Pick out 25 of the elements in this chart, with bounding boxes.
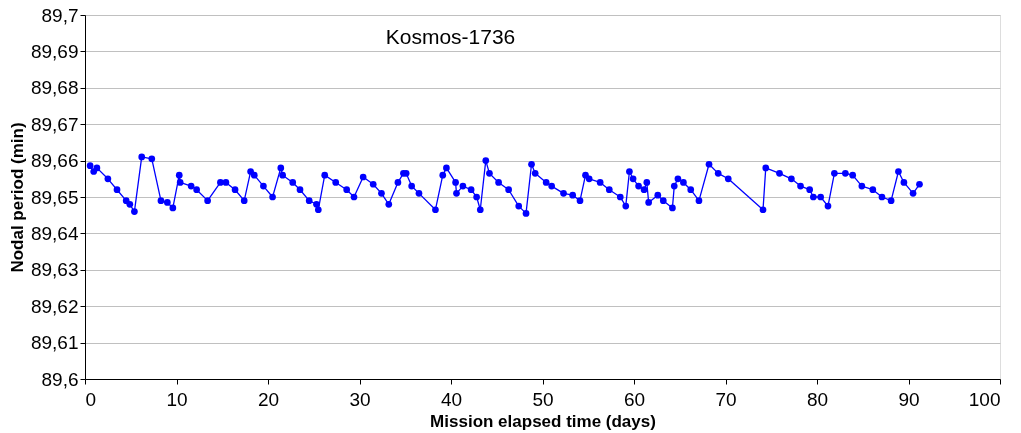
y-axis-title: Nodal period (min)	[7, 122, 27, 273]
x-tick-label: 60	[623, 388, 646, 410]
x-tick-label: 30	[349, 388, 371, 410]
y-tick-label: 89,7	[41, 4, 79, 26]
y-tick-label: 89,69	[30, 40, 79, 62]
y-tick-label: 89,62	[30, 295, 79, 317]
x-tick-label: 80	[806, 388, 829, 410]
x-axis-title: Mission elapsed time (days)	[430, 411, 656, 431]
y-tick-label: 89,64	[30, 222, 79, 244]
x-tick-label: 0	[85, 388, 97, 410]
x-tick-label: 10	[166, 388, 188, 410]
x-tick-label: 90	[898, 388, 920, 410]
y-tick-label: 89,68	[30, 77, 79, 99]
y-tick-label: 89,67	[30, 113, 79, 135]
x-tick-label: 40	[440, 388, 463, 410]
y-tick-label: 89,63	[30, 259, 79, 281]
x-tick-label: 100	[968, 388, 1001, 410]
y-tick-label: 89,66	[30, 150, 79, 172]
x-tick-label: 20	[257, 388, 280, 410]
y-tick-label: 89,6	[41, 368, 79, 390]
text: Kosmos-1736	[385, 25, 516, 48]
y-tick-label: 89,65	[30, 186, 79, 208]
y-tick-label: 89,61	[30, 332, 79, 354]
x-tick-label: 70	[715, 388, 737, 410]
x-tick-label: 50	[532, 388, 554, 410]
